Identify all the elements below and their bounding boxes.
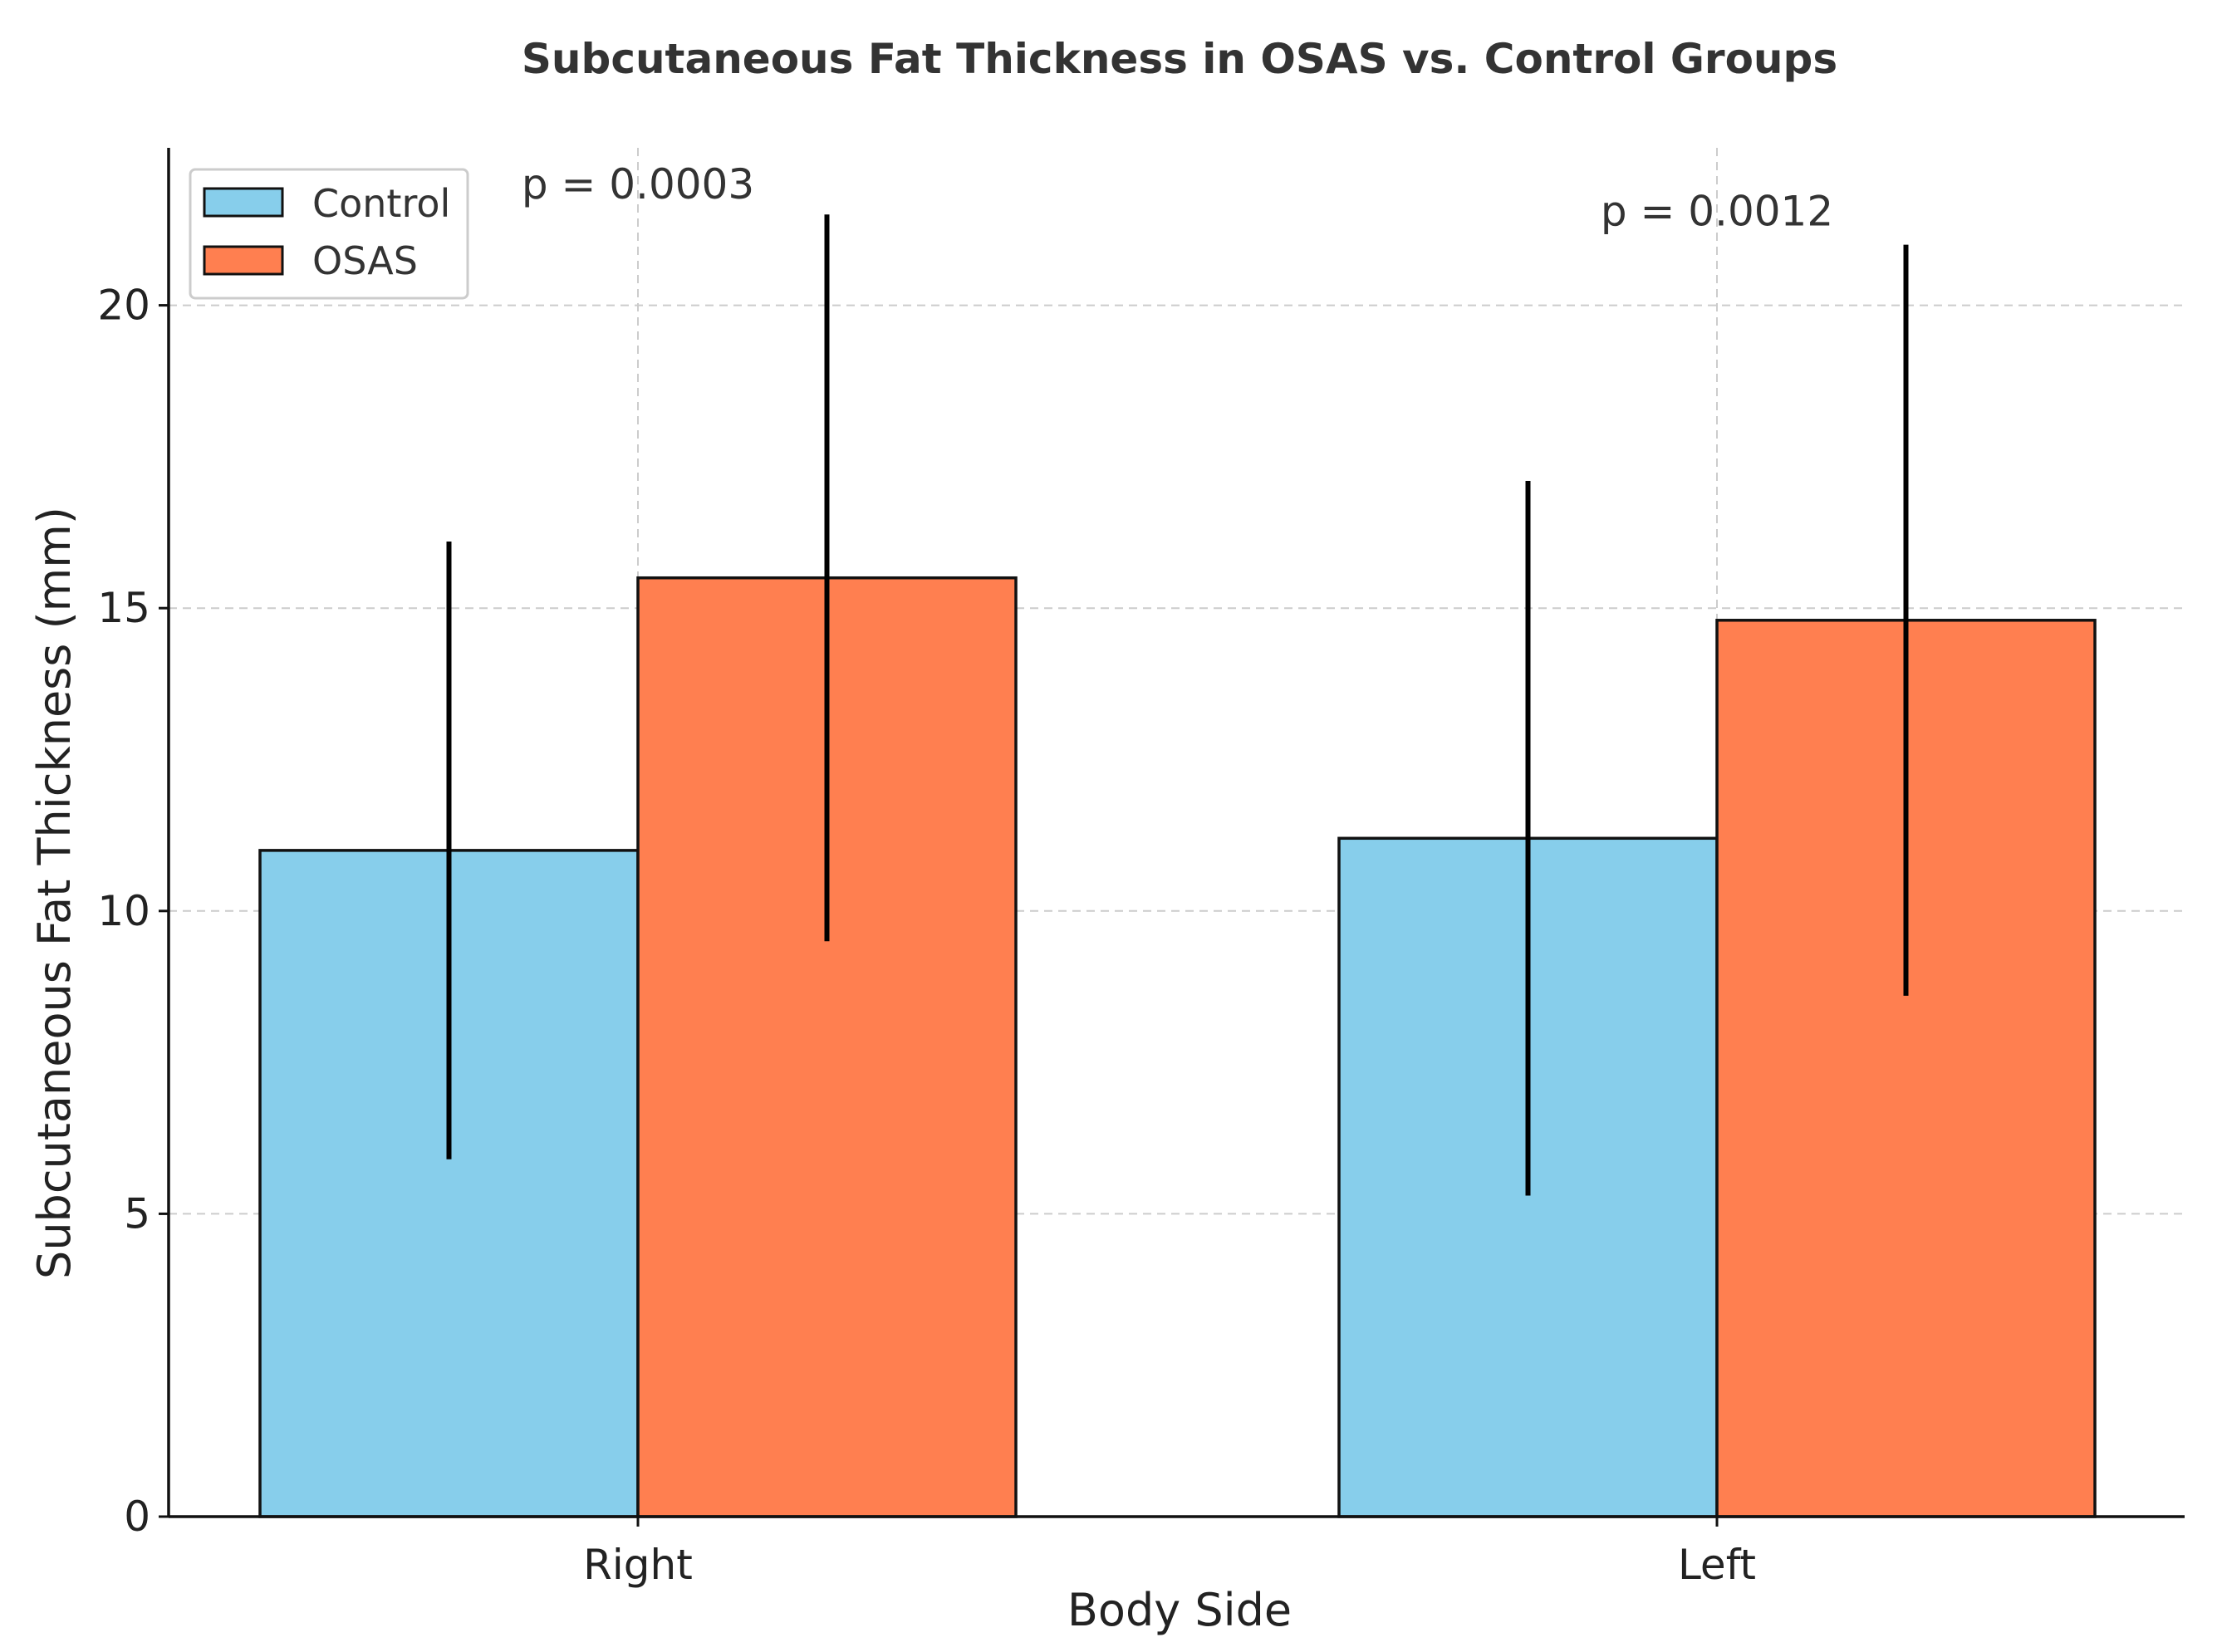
tick-labels: 0 5 10 15 20 Right Left <box>97 282 1756 1589</box>
y-tick-label-10: 10 <box>97 887 150 935</box>
legend: Control OSAS <box>189 168 469 300</box>
legend-label-control: Control <box>312 181 450 226</box>
legend-swatch-control <box>203 187 284 218</box>
legend-swatch-osas <box>203 245 284 276</box>
legend-label-osas: OSAS <box>312 238 418 283</box>
y-tick-label-20: 20 <box>97 282 150 330</box>
bars <box>258 576 2097 1518</box>
y-tick-label-0: 0 <box>124 1493 150 1541</box>
p-value-right: p = 0.0003 <box>522 160 754 208</box>
x-tick-label-left: Left <box>1678 1541 1756 1589</box>
x-tick-label-right: Right <box>583 1541 693 1589</box>
x-axis-label: Body Side <box>1067 1584 1292 1636</box>
p-value-left: p = 0.0012 <box>1601 188 1833 236</box>
y-axis-label: Subcutaneous Fat Thickness (mm) <box>28 507 81 1279</box>
axes <box>167 148 2185 1518</box>
y-tick-label-15: 15 <box>97 584 150 632</box>
chart-title: Subcutaneous Fat Thickness in OSAS vs. C… <box>522 35 1837 83</box>
annotations: p = 0.0003 p = 0.0012 <box>522 160 1833 236</box>
y-tick-label-5: 5 <box>124 1189 150 1238</box>
error-bars <box>446 214 1909 1196</box>
